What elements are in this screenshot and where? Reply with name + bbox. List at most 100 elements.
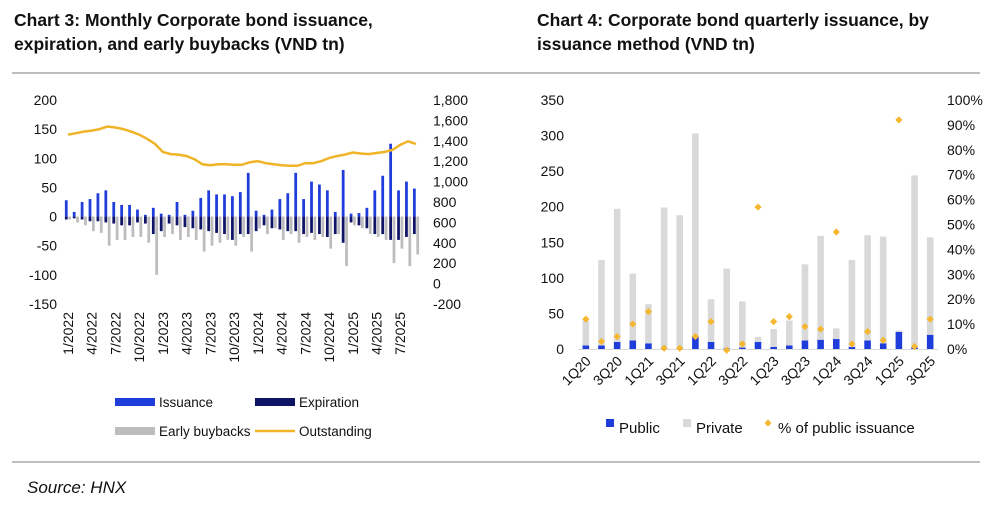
chart3-expiration-bar (215, 216, 218, 233)
chart4-private-bar (817, 235, 824, 340)
chart4-pct-point (707, 318, 715, 326)
chart4-pct-point (895, 116, 903, 124)
chart4-public-bar (817, 339, 824, 349)
chart3-issuance-bar (270, 209, 274, 217)
chart3-expiration-bar (159, 216, 163, 232)
chart3-issuance-bar (104, 190, 108, 217)
chart3-y-left-tick: -50 (37, 238, 57, 254)
chart4-x-tick: 1Q20 (558, 353, 594, 389)
chart3-expiration-bar (357, 216, 361, 226)
chart3-issuance-bar (389, 143, 393, 217)
chart4-private-bar (723, 268, 730, 349)
chart4-public-bar (754, 341, 762, 349)
legend-private-swatch (683, 419, 691, 427)
chart3-issuance-bar (128, 204, 131, 217)
chart3-buyback-bar (392, 216, 396, 264)
chart4-y-left-tick: 100 (541, 270, 565, 286)
legend-pct-swatch (764, 419, 772, 427)
chart3-buyback-bar (313, 216, 317, 240)
chart3-issuance-bar (215, 194, 218, 217)
chart3-issuance-bar (143, 214, 147, 217)
chart4-y-left-tick: 250 (541, 163, 565, 179)
chart3-expiration-bar (389, 216, 393, 240)
chart3-expiration-bar (397, 216, 400, 240)
chart3-expiration-bar (294, 216, 298, 232)
chart4-pct-point (832, 228, 840, 236)
chart3-buyback-bar (123, 216, 127, 240)
chart3-expiration-bar (136, 216, 139, 223)
chart4-private-bar (754, 336, 762, 342)
chart4-x-tick: 3Q24 (840, 353, 876, 389)
chart3-buyback-bar (194, 216, 198, 240)
chart3-issuance-bar (397, 190, 400, 217)
chart3-x-tick: 1/2024 (250, 312, 266, 355)
chart3-expiration-bar (302, 216, 305, 235)
chart3-expiration-bar (325, 216, 329, 237)
legend-early-buybacks-label: Early buybacks (159, 424, 251, 439)
chart4-public-bar (801, 340, 809, 349)
chart3-y-right-tick: 400 (433, 235, 457, 251)
chart3-expiration-bar (238, 216, 242, 235)
chart3-expiration-bar (286, 216, 290, 232)
chart3-y-left-tick: 100 (34, 150, 58, 166)
chart3-issuance-bar (302, 199, 305, 217)
chart4-x-tick: 3Q21 (652, 353, 688, 389)
chart3-outstanding-line (67, 125, 417, 168)
chart3-issuance-bar (88, 199, 92, 217)
chart3-title: Chart 3: Monthly Corporate bond issuance… (14, 10, 373, 54)
chart3-issuance-bar (231, 196, 234, 217)
chart4-public-bar (692, 336, 699, 349)
chart4-private-bar (660, 207, 668, 349)
chart4-x-tick: 3Q23 (778, 353, 814, 389)
chart4-public-bar (786, 345, 793, 349)
chart3-buyback-bar (107, 216, 111, 246)
chart3-buyback-bar (76, 216, 79, 223)
chart3-issuance-bar (136, 209, 139, 217)
chart3-buyback-bar (250, 216, 253, 252)
chart3-issuance-bar (333, 211, 337, 217)
chart3-x-tick: 1/2023 (155, 312, 171, 355)
chart3-expiration-bar (120, 216, 124, 226)
chart3-buyback-bar (131, 216, 135, 237)
chart3-issuance-bar (223, 194, 226, 217)
chart4-private-bar (786, 320, 793, 346)
chart4-x-tick: 1Q21 (621, 353, 657, 389)
chart4-y-left-tick: 350 (541, 92, 565, 108)
chart4-pct-point (738, 340, 746, 348)
chart3-x-tick: 10/2022 (131, 312, 147, 363)
chart3-expiration-bar (254, 216, 258, 232)
chart3-x-tick: 7/2023 (202, 312, 218, 355)
chart3-y-right-tick: 0 (433, 276, 441, 292)
chart4-y-right-tick: 50% (947, 217, 975, 233)
chart4-x-tick: 1Q23 (746, 353, 782, 389)
chart3-y-right-tick: 800 (433, 194, 457, 210)
chart3-issuance-bar (294, 172, 298, 217)
chart4-private-bar (692, 133, 699, 337)
legend-pct-label: % of public issuance (778, 420, 915, 437)
chart4-private-bar (598, 260, 605, 346)
chart3-buyback-bar (337, 216, 341, 235)
chart4-pct-point (817, 325, 825, 333)
chart3-expiration-bar (373, 216, 377, 235)
chart3-expiration-bar (278, 216, 282, 230)
chart3-buyback-bar (289, 216, 293, 235)
chart4-y-right-tick: 70% (947, 167, 975, 183)
chart4-pct-point (770, 318, 778, 326)
chart3-issuance-bar (254, 210, 258, 217)
chart4-x-tick: 1Q24 (809, 353, 845, 389)
chart3-expiration-bar (80, 216, 84, 220)
chart3-expiration-bar (207, 216, 211, 232)
chart4-public-bar (926, 334, 934, 349)
chart4-pct-point (691, 332, 699, 341)
chart3-buyback-bar (139, 216, 143, 237)
chart4-pct-point (879, 336, 887, 344)
source-note: Source: HNX (27, 478, 127, 497)
chart4-private-bar (629, 273, 637, 341)
chart4-pct-point (597, 337, 606, 346)
chart3-issuance-bar (112, 202, 116, 217)
chart4-private-bar (879, 236, 887, 344)
chart4-y-right-tick: 20% (947, 291, 975, 307)
chart3-x-tick: 7/2025 (392, 312, 408, 355)
top-divider (12, 72, 980, 74)
